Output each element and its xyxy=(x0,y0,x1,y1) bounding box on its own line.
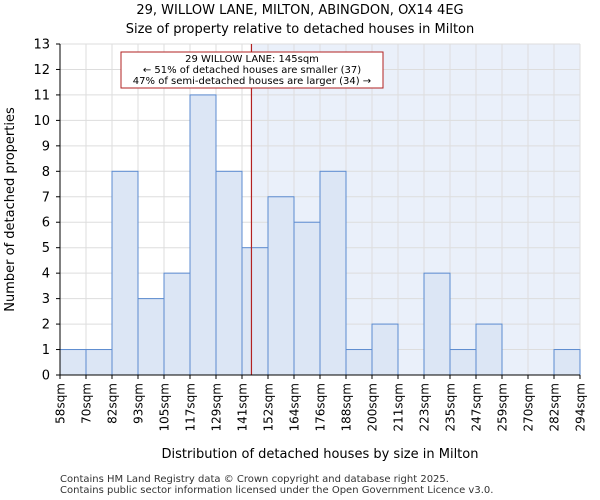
y-tick-label: 6 xyxy=(42,216,50,231)
x-tick-label: 282sqm xyxy=(548,383,562,431)
y-tick-label: 12 xyxy=(33,63,50,78)
y-tick-label: 7 xyxy=(42,190,50,205)
chart-subtitle: Size of property relative to detached ho… xyxy=(125,22,475,37)
bar xyxy=(267,196,295,376)
bar xyxy=(59,349,87,376)
x-tick-label: 211sqm xyxy=(392,383,406,431)
x-tick-label: 70sqm xyxy=(80,383,94,424)
x-tick-label: 235sqm xyxy=(444,383,458,431)
bar xyxy=(241,247,269,376)
annotation-line-larger: 47% of semi-detached houses are larger (… xyxy=(133,76,371,87)
bar xyxy=(371,323,399,376)
bar xyxy=(423,272,451,376)
bar xyxy=(215,170,243,376)
x-tick-label: 117sqm xyxy=(184,383,198,431)
bar xyxy=(137,298,165,376)
x-tick-label: 93sqm xyxy=(132,383,146,424)
bar xyxy=(475,323,503,376)
footer-licence: Contains public sector information licen… xyxy=(60,485,494,496)
x-tick-label: 164sqm xyxy=(288,383,302,431)
bars xyxy=(59,94,581,376)
bar xyxy=(345,349,373,376)
chart-title: 29, WILLOW LANE, MILTON, ABINGDON, OX14 … xyxy=(136,3,464,18)
x-tick-label: 82sqm xyxy=(106,383,120,424)
footer-copyright: Contains HM Land Registry data © Crown c… xyxy=(60,474,449,485)
annotation-line-property: 29 WILLOW LANE: 145sqm xyxy=(185,54,319,65)
bar xyxy=(163,272,191,376)
x-tick-label: 270sqm xyxy=(522,383,536,431)
y-tick-label: 13 xyxy=(33,38,50,53)
x-tick-label: 129sqm xyxy=(210,383,224,431)
bar xyxy=(319,170,347,376)
annotation-box: 29 WILLOW LANE: 145sqm ← 51% of detached… xyxy=(120,51,384,89)
bar xyxy=(111,170,139,376)
bar xyxy=(85,349,113,376)
x-tick-label: 188sqm xyxy=(340,383,354,431)
x-tick-label: 141sqm xyxy=(236,383,250,431)
x-tick-label: 176sqm xyxy=(314,383,328,431)
y-tick-label: 9 xyxy=(42,139,50,154)
x-tick-label: 259sqm xyxy=(496,383,510,431)
bar xyxy=(293,221,321,376)
y-tick-label: 2 xyxy=(42,318,50,333)
y-axis-label: Number of detached properties xyxy=(3,107,18,312)
annotation-line-smaller: ← 51% of detached houses are smaller (37… xyxy=(143,65,361,76)
x-tick-label: 105sqm xyxy=(158,383,172,431)
y-tick-label: 10 xyxy=(33,114,50,129)
x-tick-labels: 58sqm 70sqm 82sqm 93sqm 105sqm 117sqm 129sqm 14… xyxy=(54,375,588,431)
x-tick-label: 152sqm xyxy=(262,383,276,431)
bar xyxy=(189,94,217,376)
x-axis-label: Distribution of detached houses by size … xyxy=(162,447,479,462)
x-tick-label: 294sqm xyxy=(574,383,588,431)
x-tick-label: 223sqm xyxy=(418,383,432,431)
bar xyxy=(449,349,477,376)
x-tick-label: 58sqm xyxy=(54,383,68,424)
x-tick-label: 200sqm xyxy=(366,383,380,431)
y-tick-label: 11 xyxy=(33,88,50,103)
bar xyxy=(553,349,581,376)
x-tick-label: 247sqm xyxy=(470,383,484,431)
y-tick-label: 0 xyxy=(42,369,50,384)
y-tick-label: 4 xyxy=(42,267,50,282)
y-tick-label: 1 xyxy=(42,343,50,358)
y-tick-label: 5 xyxy=(42,241,50,256)
annotation-frame xyxy=(120,51,384,89)
y-tick-label: 3 xyxy=(42,292,50,307)
y-tick-label: 8 xyxy=(42,165,50,180)
